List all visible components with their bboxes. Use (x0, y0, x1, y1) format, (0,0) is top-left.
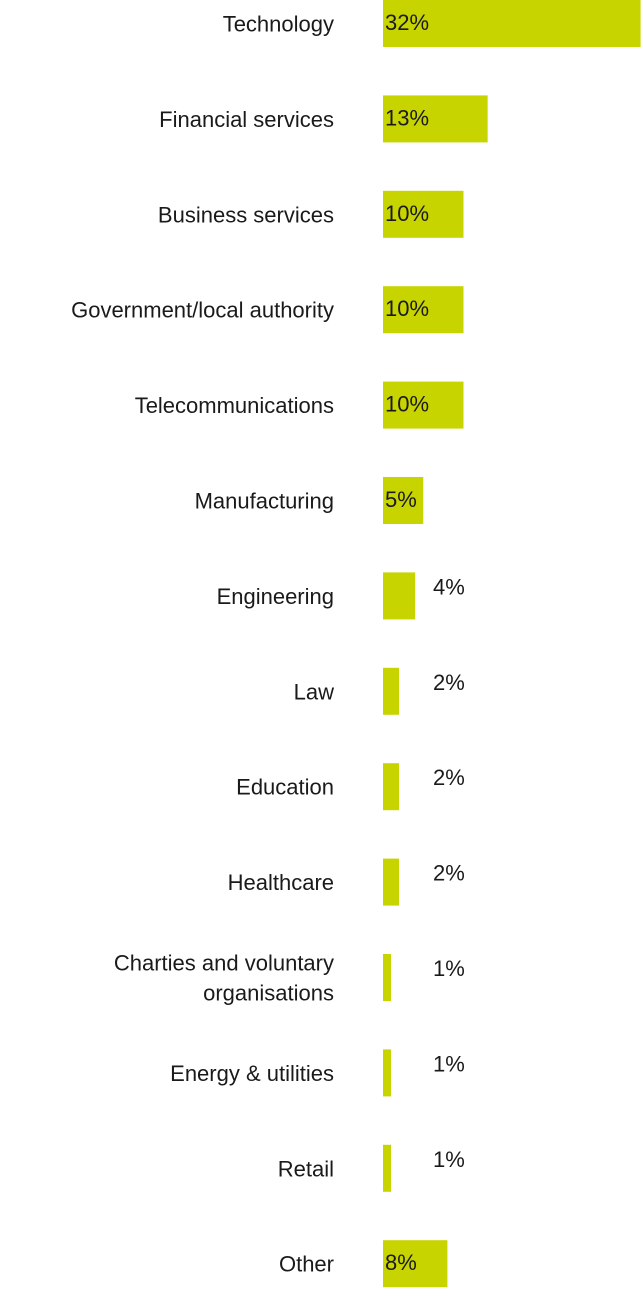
value-label: 10% (385, 392, 429, 417)
bars-group (383, 0, 641, 1288)
category-label: Energy & utilities (170, 1061, 334, 1086)
bar (383, 954, 392, 1001)
category-label: Education (236, 775, 334, 800)
category-label: Technology (223, 12, 334, 37)
value-label: 32% (385, 10, 429, 35)
bar (383, 1049, 392, 1097)
value-label: 1% (433, 956, 465, 981)
value-label: 4% (433, 574, 465, 599)
category-label: Healthcare (228, 870, 334, 895)
bar (383, 858, 400, 906)
category-label: Manufacturing (195, 489, 334, 514)
bar (383, 0, 641, 47)
category-label: Government/local authority (71, 298, 334, 323)
category-labels-group: Technology Financial services Business ser… (71, 12, 334, 1277)
category-label: Telecommunications (135, 393, 334, 418)
bar (383, 190, 464, 238)
value-labels-group: 32% 13% 10% 10% 10% 5% 4% 2% 2% 2% 1% 1% 1% 8% (385, 10, 465, 1275)
value-label: 1% (433, 1051, 465, 1076)
value-label: 10% (385, 296, 429, 321)
category-label: Financial services (159, 107, 334, 132)
value-label: 2% (433, 670, 465, 695)
value-label: 10% (385, 201, 429, 226)
bar (383, 381, 464, 429)
bar (383, 763, 400, 811)
category-label: Retail (278, 1156, 334, 1181)
bar (383, 572, 416, 620)
value-label: 8% (385, 1250, 417, 1275)
category-label: Other (279, 1252, 334, 1277)
bar (383, 1144, 392, 1192)
bar (383, 1240, 448, 1288)
value-label: 2% (433, 861, 465, 886)
value-label: 2% (433, 765, 465, 790)
value-label: 1% (433, 1147, 465, 1172)
category-label: Law (294, 679, 334, 704)
value-label: 5% (385, 487, 417, 512)
category-label: Business services (158, 202, 334, 227)
bar (383, 477, 424, 524)
category-label: Engineering (217, 584, 334, 609)
value-label: 13% (385, 105, 429, 130)
bar (383, 95, 488, 143)
category-label: Charties and voluntary organisations (114, 951, 334, 1006)
bar (383, 667, 400, 715)
bar (383, 286, 464, 334)
